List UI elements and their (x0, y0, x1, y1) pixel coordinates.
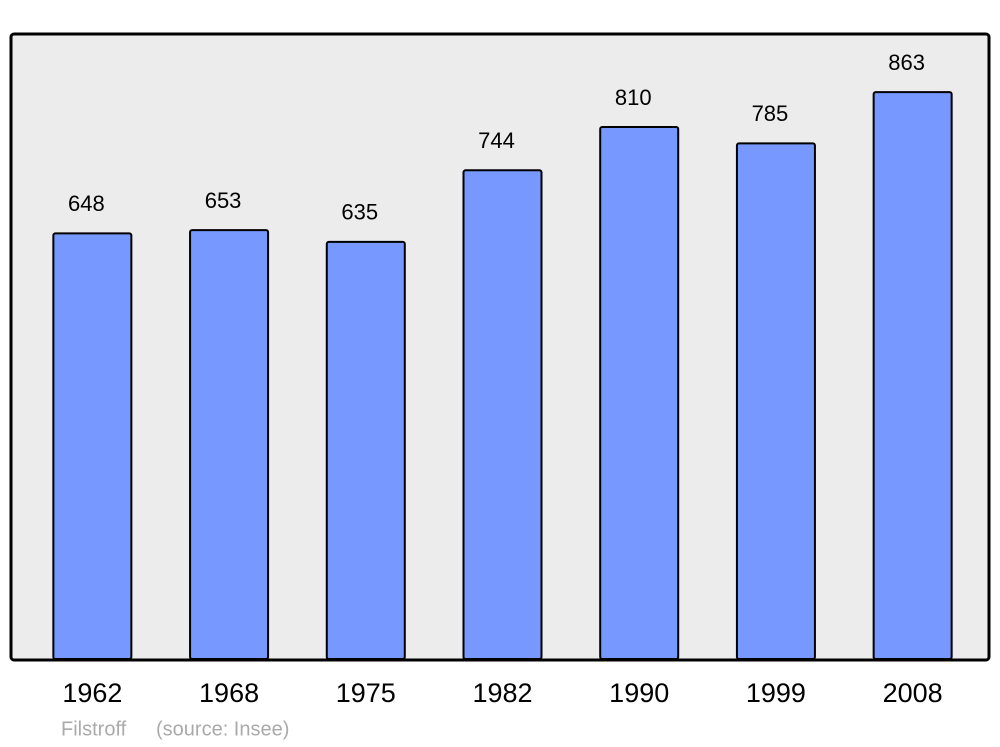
x-tick-label: 1999 (746, 678, 806, 708)
bar (462, 169, 543, 660)
bar (599, 125, 680, 661)
x-tick-label: 1968 (199, 678, 259, 708)
bar (872, 91, 953, 660)
bar (735, 142, 816, 660)
bar (325, 240, 406, 660)
x-tick-label: 1990 (609, 678, 669, 708)
source-label: (source: Insee) (156, 718, 289, 740)
value-label: 635 (341, 200, 378, 225)
x-tick-label: 1962 (62, 678, 122, 708)
bar (189, 229, 270, 661)
x-tick-label: 1982 (472, 678, 532, 708)
value-label: 863 (888, 50, 925, 75)
value-label: 810 (615, 85, 652, 110)
value-label: 785 (752, 101, 789, 126)
bar (52, 232, 133, 661)
x-tick-label: 1975 (336, 678, 396, 708)
x-tick-label: 2008 (883, 678, 943, 708)
value-label: 648 (68, 191, 105, 216)
place-label: Filstroff (61, 718, 127, 740)
value-label: 744 (478, 128, 515, 153)
value-label: 653 (205, 188, 242, 213)
